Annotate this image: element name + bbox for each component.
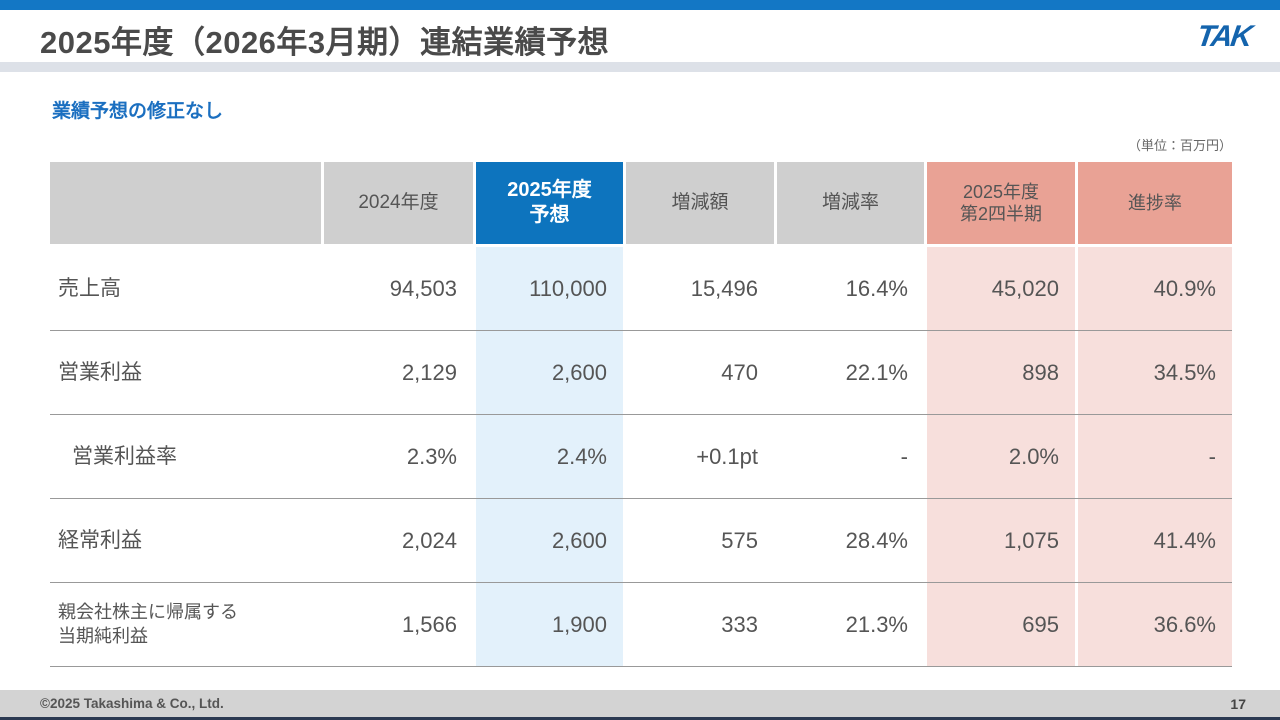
row-label: 営業利益	[50, 331, 324, 414]
bottom-accent-strip	[0, 717, 1280, 720]
cell-fy2025-q2: 1,075	[927, 499, 1078, 582]
title-divider	[0, 62, 1280, 72]
table-row-net-income: 親会社株主に帰属する 当期純利益 1,566 1,900 333 21.3% 6…	[50, 583, 1232, 667]
cell-fy2025-q2: 898	[927, 331, 1078, 414]
cell-fy2024: 94,503	[324, 247, 476, 330]
cell-fy2025-forecast: 2,600	[476, 331, 626, 414]
cell-fy2025-q2: 2.0%	[927, 415, 1078, 498]
cell-change-amount: +0.1pt	[626, 415, 777, 498]
cell-progress-rate: 40.9%	[1078, 247, 1232, 330]
cell-change-rate: -	[777, 415, 927, 498]
row-label: 親会社株主に帰属する 当期純利益	[50, 583, 324, 666]
table-header-row: 2024年度 2025年度 予想 増減額 増減率 2025年度 第2四半期 進捗…	[50, 162, 1232, 244]
cell-fy2024: 2,024	[324, 499, 476, 582]
footer-copyright: ©2025 Takashima & Co., Ltd.	[40, 696, 224, 711]
cell-change-rate: 28.4%	[777, 499, 927, 582]
row-label: 経常利益	[50, 499, 324, 582]
cell-change-amount: 15,496	[626, 247, 777, 330]
cell-fy2025-forecast: 2.4%	[476, 415, 626, 498]
row-label: 営業利益率	[50, 415, 324, 498]
page-title: 2025年度（2026年3月期）連結業績予想	[40, 25, 610, 60]
col-header-fy2025-forecast: 2025年度 予想	[476, 162, 626, 244]
col-header-change-amount: 増減額	[626, 162, 777, 244]
slide-subtitle: 業績予想の修正なし	[52, 101, 224, 122]
col-header-change-rate: 増減率	[777, 162, 927, 244]
cell-fy2025-forecast: 110,000	[476, 247, 626, 330]
company-logo: TAK	[1194, 20, 1253, 53]
row-label: 売上高	[50, 247, 324, 330]
cell-fy2024: 2,129	[324, 331, 476, 414]
cell-change-amount: 575	[626, 499, 777, 582]
col-header-fy2025-q2: 2025年度 第2四半期	[927, 162, 1078, 244]
cell-progress-rate: 41.4%	[1078, 499, 1232, 582]
unit-note: （単位：百万円）	[1127, 138, 1232, 153]
page-number: 17	[1230, 696, 1246, 712]
table-row-operating-income: 営業利益 2,129 2,600 470 22.1% 898 34.5%	[50, 331, 1232, 415]
cell-change-rate: 16.4%	[777, 247, 927, 330]
col-header-fy2024: 2024年度	[324, 162, 476, 244]
cell-change-amount: 333	[626, 583, 777, 666]
col-header-label	[50, 162, 324, 244]
cell-change-rate: 21.3%	[777, 583, 927, 666]
cell-progress-rate: 36.6%	[1078, 583, 1232, 666]
cell-fy2025-forecast: 1,900	[476, 583, 626, 666]
cell-fy2024: 1,566	[324, 583, 476, 666]
forecast-table: 2024年度 2025年度 予想 増減額 増減率 2025年度 第2四半期 進捗…	[50, 162, 1232, 667]
top-accent-bar	[0, 0, 1280, 10]
cell-progress-rate: -	[1078, 415, 1232, 498]
cell-change-amount: 470	[626, 331, 777, 414]
cell-fy2025-q2: 45,020	[927, 247, 1078, 330]
table-row-net-sales: 売上高 94,503 110,000 15,496 16.4% 45,020 4…	[50, 247, 1232, 331]
footer-bar	[0, 690, 1280, 717]
cell-fy2025-q2: 695	[927, 583, 1078, 666]
cell-change-rate: 22.1%	[777, 331, 927, 414]
col-header-progress-rate: 進捗率	[1078, 162, 1232, 244]
table-row-operating-margin: 営業利益率 2.3% 2.4% +0.1pt - 2.0% -	[50, 415, 1232, 499]
cell-fy2024: 2.3%	[324, 415, 476, 498]
cell-fy2025-forecast: 2,600	[476, 499, 626, 582]
table-row-ordinary-income: 経常利益 2,024 2,600 575 28.4% 1,075 41.4%	[50, 499, 1232, 583]
cell-progress-rate: 34.5%	[1078, 331, 1232, 414]
